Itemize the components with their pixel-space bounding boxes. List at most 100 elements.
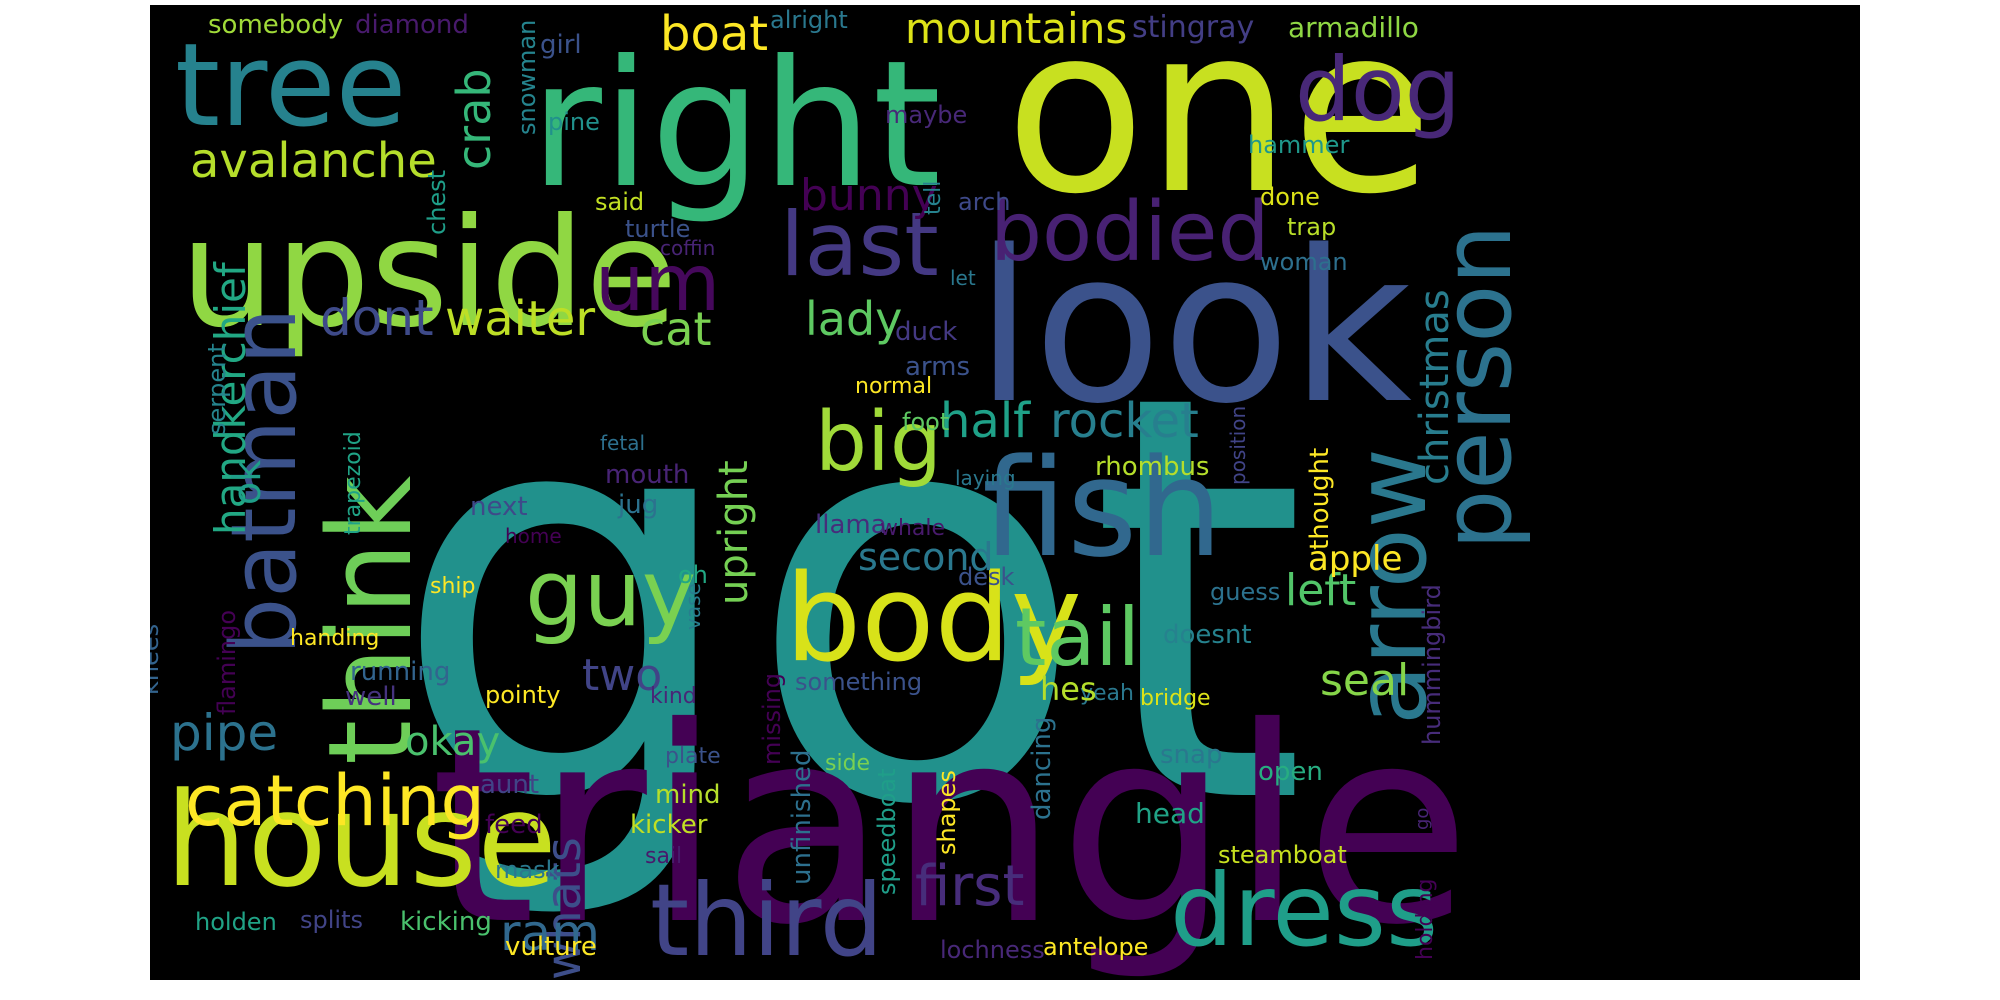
word-holden: holden [195, 908, 277, 936]
word-knees: knees [150, 624, 164, 695]
word-boat: boat [660, 6, 768, 62]
word-think: think [304, 475, 438, 765]
word-plate: plate [665, 744, 721, 769]
word-handing: handing [290, 626, 379, 651]
word-open: open [1258, 757, 1323, 787]
word-body: body [785, 550, 1082, 689]
word-two: two [582, 650, 662, 701]
word-fetal: fetal [600, 431, 645, 455]
word-cat: cat [640, 302, 712, 356]
word-handkerchief: handkerchief [206, 261, 255, 535]
word-holding: holding [1413, 878, 1438, 960]
word-tree: tree [175, 19, 406, 153]
word-antelope: antelope [1043, 933, 1148, 961]
word-arrow: arrow [1335, 448, 1449, 725]
word-dress: dress [1170, 852, 1438, 969]
word-alright: alright [770, 6, 848, 34]
word-llama: llama [815, 510, 887, 540]
word-mouth: mouth [605, 460, 689, 490]
word-hummingbird: hummingbird [1418, 584, 1446, 745]
word-first: first [915, 854, 1024, 919]
word-batman: batman [212, 308, 317, 655]
word-missing: missing [758, 673, 786, 765]
word-left: left [1285, 565, 1356, 616]
word-hammer: hammer [1248, 131, 1349, 159]
word-maybe: maybe [885, 101, 967, 129]
word-mind: mind [655, 780, 721, 810]
word-right: right [530, 24, 941, 227]
word-second: second [858, 535, 994, 579]
word-bunny: bunny [800, 170, 938, 221]
word-whale: whale [880, 516, 945, 541]
word-okay: okay [405, 719, 500, 765]
word-um: um [595, 239, 720, 329]
word-stingray: stingray [1132, 10, 1254, 45]
word-done: done [1260, 183, 1320, 211]
word-next: next [470, 492, 528, 522]
word-head: head [1135, 797, 1205, 830]
word-sail: sail [645, 844, 682, 869]
word-ok: ok [225, 460, 269, 505]
word-kicker: kicker [630, 810, 708, 840]
word-ship: ship [430, 574, 475, 599]
word-apple: apple [1308, 539, 1402, 579]
word-person: person [1423, 224, 1533, 550]
word-let: let [950, 266, 976, 290]
word-avalanche: avalanche [190, 133, 437, 189]
word-got: got [390, 276, 1308, 928]
word-arch: arch [958, 188, 1010, 216]
word-running: running [350, 657, 450, 687]
word-doesnt: doesnt [1163, 620, 1252, 650]
word-kicking: kicking [400, 907, 492, 937]
word-last: last [780, 193, 939, 296]
word-pipe: pipe [170, 704, 278, 762]
word-pine: pine [548, 108, 600, 136]
word-crab: crab [447, 68, 501, 170]
word-kind: kind [650, 684, 697, 709]
word-diamond: diamond [355, 10, 469, 40]
word-hes: hes [1040, 670, 1097, 708]
word-christmas: christmas [1412, 289, 1458, 485]
word-arms: arms [905, 352, 970, 382]
word-flamingo: flamingo [213, 610, 241, 715]
word-bridge: bridge [1140, 686, 1211, 711]
word-feed: feed [485, 810, 543, 840]
word-well: well [345, 682, 397, 712]
word-whats: whats [536, 837, 592, 980]
word-serpent: serpent [203, 343, 231, 435]
word-one: one [1005, 5, 1433, 245]
word-third: third [650, 862, 883, 979]
word-pointy: pointy [485, 681, 560, 709]
word-somebody: somebody [208, 10, 343, 40]
word-chest: chest [423, 170, 451, 235]
word-tell: tell [921, 181, 946, 215]
word-ram: ram [500, 904, 600, 962]
word-rhombus: rhombus [1095, 452, 1209, 482]
word-tail: tail [1015, 591, 1140, 684]
word-aunt: aunt [480, 770, 539, 800]
word-guy: guy [525, 540, 696, 647]
word-foot: foot [902, 408, 949, 436]
word-duck: duck [895, 317, 957, 347]
word-girl: girl [540, 30, 582, 60]
word-dog: dog [1295, 38, 1461, 141]
word-thought: thought [1305, 448, 1335, 550]
word-mask: mask [495, 856, 560, 884]
word-normal: normal [855, 374, 932, 399]
word-oh: oh [678, 561, 708, 589]
word-waiter: waiter [445, 291, 595, 347]
word-desk: desk [958, 563, 1015, 591]
wordcloud-svg: gottriangleonelookrightupsidehousefishth… [150, 5, 1533, 980]
word-vase: vase [681, 583, 705, 630]
word-unfinished: unfinished [787, 749, 817, 885]
word-trap: trap [1287, 213, 1336, 241]
word-dancing: dancing [1027, 717, 1057, 820]
word-side: side [825, 751, 870, 776]
word-splits: splits [300, 906, 363, 934]
wordcloud-canvas: got triangle one look right upside house fish th… [150, 5, 1860, 980]
word-go: go [1412, 808, 1433, 830]
word-rocket: rocket [1050, 393, 1199, 449]
word-fish: fish [982, 430, 1223, 587]
word-house: house [165, 764, 557, 916]
word-upright: upright [711, 460, 757, 605]
